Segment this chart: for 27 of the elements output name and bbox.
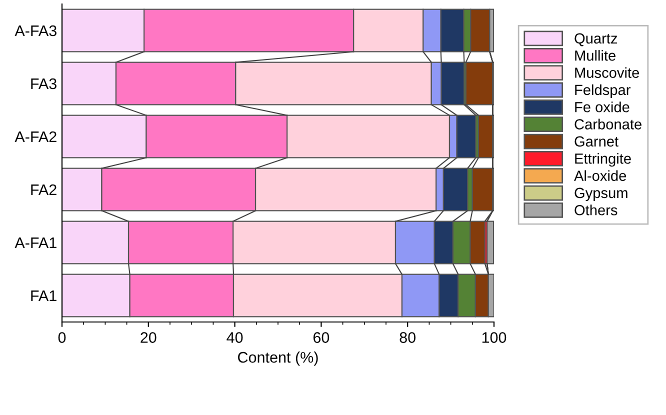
legend-label: Ettringite — [575, 153, 631, 167]
legend-label: Gypsum — [574, 188, 628, 202]
legend-label: Others — [574, 204, 618, 216]
x-tick-label: 40 — [226, 332, 243, 343]
bar — [465, 62, 494, 106]
x-tick-label: 0 — [58, 332, 66, 343]
y-tick-label: FA2 — [31, 184, 56, 196]
legend-label: Muscovite — [575, 67, 639, 78]
bar — [486, 220, 494, 264]
y-tick-label: A-FA3 — [14, 25, 56, 36]
legend-label: Fe oxide — [575, 102, 630, 112]
legend-label: Al-oxide — [574, 170, 626, 181]
y-tick-label: FA3 — [31, 78, 56, 90]
x-tick-label: 80 — [400, 332, 416, 343]
legend-label: Feldspar — [575, 84, 630, 98]
x-tick-label: 100 — [482, 332, 506, 343]
legend-label: Mullite — [575, 50, 616, 61]
x-axis-title: Content (%) — [238, 352, 318, 366]
bar — [478, 114, 494, 158]
x-tick-label: 60 — [313, 332, 330, 343]
legend-label: Carbonate — [574, 118, 642, 130]
legend-label: Garnet — [574, 136, 618, 147]
y-tick-label: A-FA2 — [14, 131, 56, 142]
y-tick-label: FA1 — [31, 290, 56, 302]
legend-label: Quartz — [574, 33, 618, 46]
x-tick-label: 20 — [140, 332, 156, 343]
y-tick-label: A-FA1 — [14, 238, 56, 248]
